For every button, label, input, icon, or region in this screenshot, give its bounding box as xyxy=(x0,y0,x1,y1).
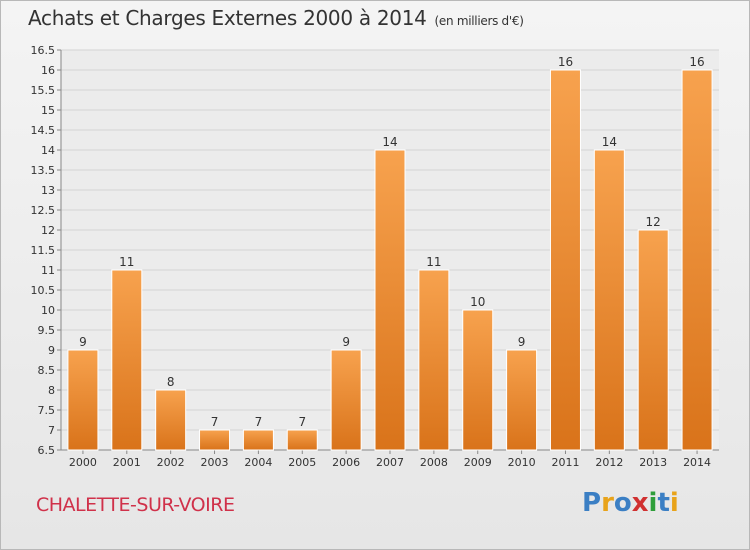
data-label-2008: 11 xyxy=(426,255,441,269)
y-tick-label: 9 xyxy=(48,344,55,357)
data-label-2004: 7 xyxy=(255,415,263,429)
y-tick-label: 12 xyxy=(41,224,55,237)
data-label-2007: 14 xyxy=(382,135,397,149)
y-tick-label: 13 xyxy=(41,184,55,197)
data-label-2009: 10 xyxy=(470,295,485,309)
y-tick-label: 15.5 xyxy=(31,84,56,97)
chart-title: Achats et Charges Externes 2000 à 2014 (e… xyxy=(28,6,524,30)
logo-letter: x xyxy=(631,488,649,518)
y-tick-label: 8.5 xyxy=(38,364,56,377)
bar-2008[interactable] xyxy=(418,269,450,451)
bar-2005[interactable] xyxy=(286,429,318,451)
bar-2004[interactable] xyxy=(242,429,274,451)
x-tick-label-2000: 2000 xyxy=(69,456,97,469)
chart-title-text: Achats et Charges Externes 2000 à 2014 xyxy=(28,6,427,30)
y-tick-label: 8 xyxy=(48,384,55,397)
data-label-2011: 16 xyxy=(558,55,573,69)
y-tick-label: 15 xyxy=(41,104,55,117)
y-tick-label: 14.5 xyxy=(31,124,56,137)
labels: 6.5 7 7.5 8 8.5 9 9.5 10 10.5 11 11.5 12 12.5 13 13.5 1… xyxy=(31,44,712,469)
x-tick-label-2006: 2006 xyxy=(332,456,360,469)
x-tick-label-2001: 2001 xyxy=(113,456,141,469)
bar-2012[interactable] xyxy=(593,149,625,451)
y-tick-label: 14 xyxy=(41,144,55,157)
data-label-2005: 7 xyxy=(298,415,306,429)
data-label-2013: 12 xyxy=(646,215,661,229)
city-name: CHALETTE-SUR-VOIRE xyxy=(36,494,235,516)
x-tick-label-2007: 2007 xyxy=(376,456,404,469)
y-tick-label: 12.5 xyxy=(31,204,56,217)
bar-2000[interactable] xyxy=(67,349,99,451)
bar-2009[interactable] xyxy=(462,309,494,451)
bar-2011[interactable] xyxy=(549,69,581,451)
data-label-2012: 14 xyxy=(602,135,617,149)
data-label-2001: 11 xyxy=(119,255,134,269)
x-tick-label-2014: 2014 xyxy=(683,456,711,469)
x-tick-label-2011: 2011 xyxy=(551,456,579,469)
y-tick-label: 6.5 xyxy=(38,444,56,457)
bar-2013[interactable] xyxy=(637,229,669,451)
logo-letter: P xyxy=(582,488,602,518)
bar-2014[interactable] xyxy=(681,69,713,451)
y-tick-label: 10.5 xyxy=(31,284,56,297)
x-tick-label-2013: 2013 xyxy=(639,456,667,469)
x-tick-label-2009: 2009 xyxy=(464,456,492,469)
y-tick-label: 7 xyxy=(48,424,55,437)
bar-2010[interactable] xyxy=(506,349,538,451)
bar-2006[interactable] xyxy=(330,349,362,451)
bar-2003[interactable] xyxy=(199,429,231,451)
y-tick-label: 13.5 xyxy=(31,164,56,177)
data-label-2006: 9 xyxy=(342,335,350,349)
x-tick-label-2004: 2004 xyxy=(244,456,272,469)
proxiti-logo[interactable]: Proxiti xyxy=(582,488,679,518)
logo-letter: o xyxy=(613,488,632,518)
y-tick-label: 7.5 xyxy=(38,404,56,417)
y-tick-label: 11 xyxy=(41,264,55,277)
x-tick-label-2003: 2003 xyxy=(201,456,229,469)
y-tick-label: 9.5 xyxy=(38,324,56,337)
bar-2001[interactable] xyxy=(111,269,143,451)
chart-unit: (en milliers d'€) xyxy=(434,14,524,28)
x-tick-label-2012: 2012 xyxy=(595,456,623,469)
bar-2002[interactable] xyxy=(155,389,187,451)
x-tick-label-2005: 2005 xyxy=(288,456,316,469)
bar-2007[interactable] xyxy=(374,149,406,451)
logo-letter: t xyxy=(657,488,670,518)
y-tick-label: 16 xyxy=(41,64,55,77)
data-label-2010: 9 xyxy=(518,335,526,349)
logo-letter: i xyxy=(669,488,679,518)
y-tick-label: 16.5 xyxy=(31,44,56,57)
data-label-2000: 9 xyxy=(79,335,87,349)
data-label-2014: 16 xyxy=(689,55,704,69)
x-tick-label-2008: 2008 xyxy=(420,456,448,469)
y-tick-label: 10 xyxy=(41,304,55,317)
y-tick-label: 11.5 xyxy=(31,244,56,257)
logo-letter: i xyxy=(648,488,658,518)
x-tick-label-2010: 2010 xyxy=(508,456,536,469)
bars xyxy=(67,69,713,451)
data-label-2003: 7 xyxy=(211,415,219,429)
x-tick-label-2002: 2002 xyxy=(157,456,185,469)
logo-letter: r xyxy=(601,488,614,518)
data-label-2002: 8 xyxy=(167,375,175,389)
